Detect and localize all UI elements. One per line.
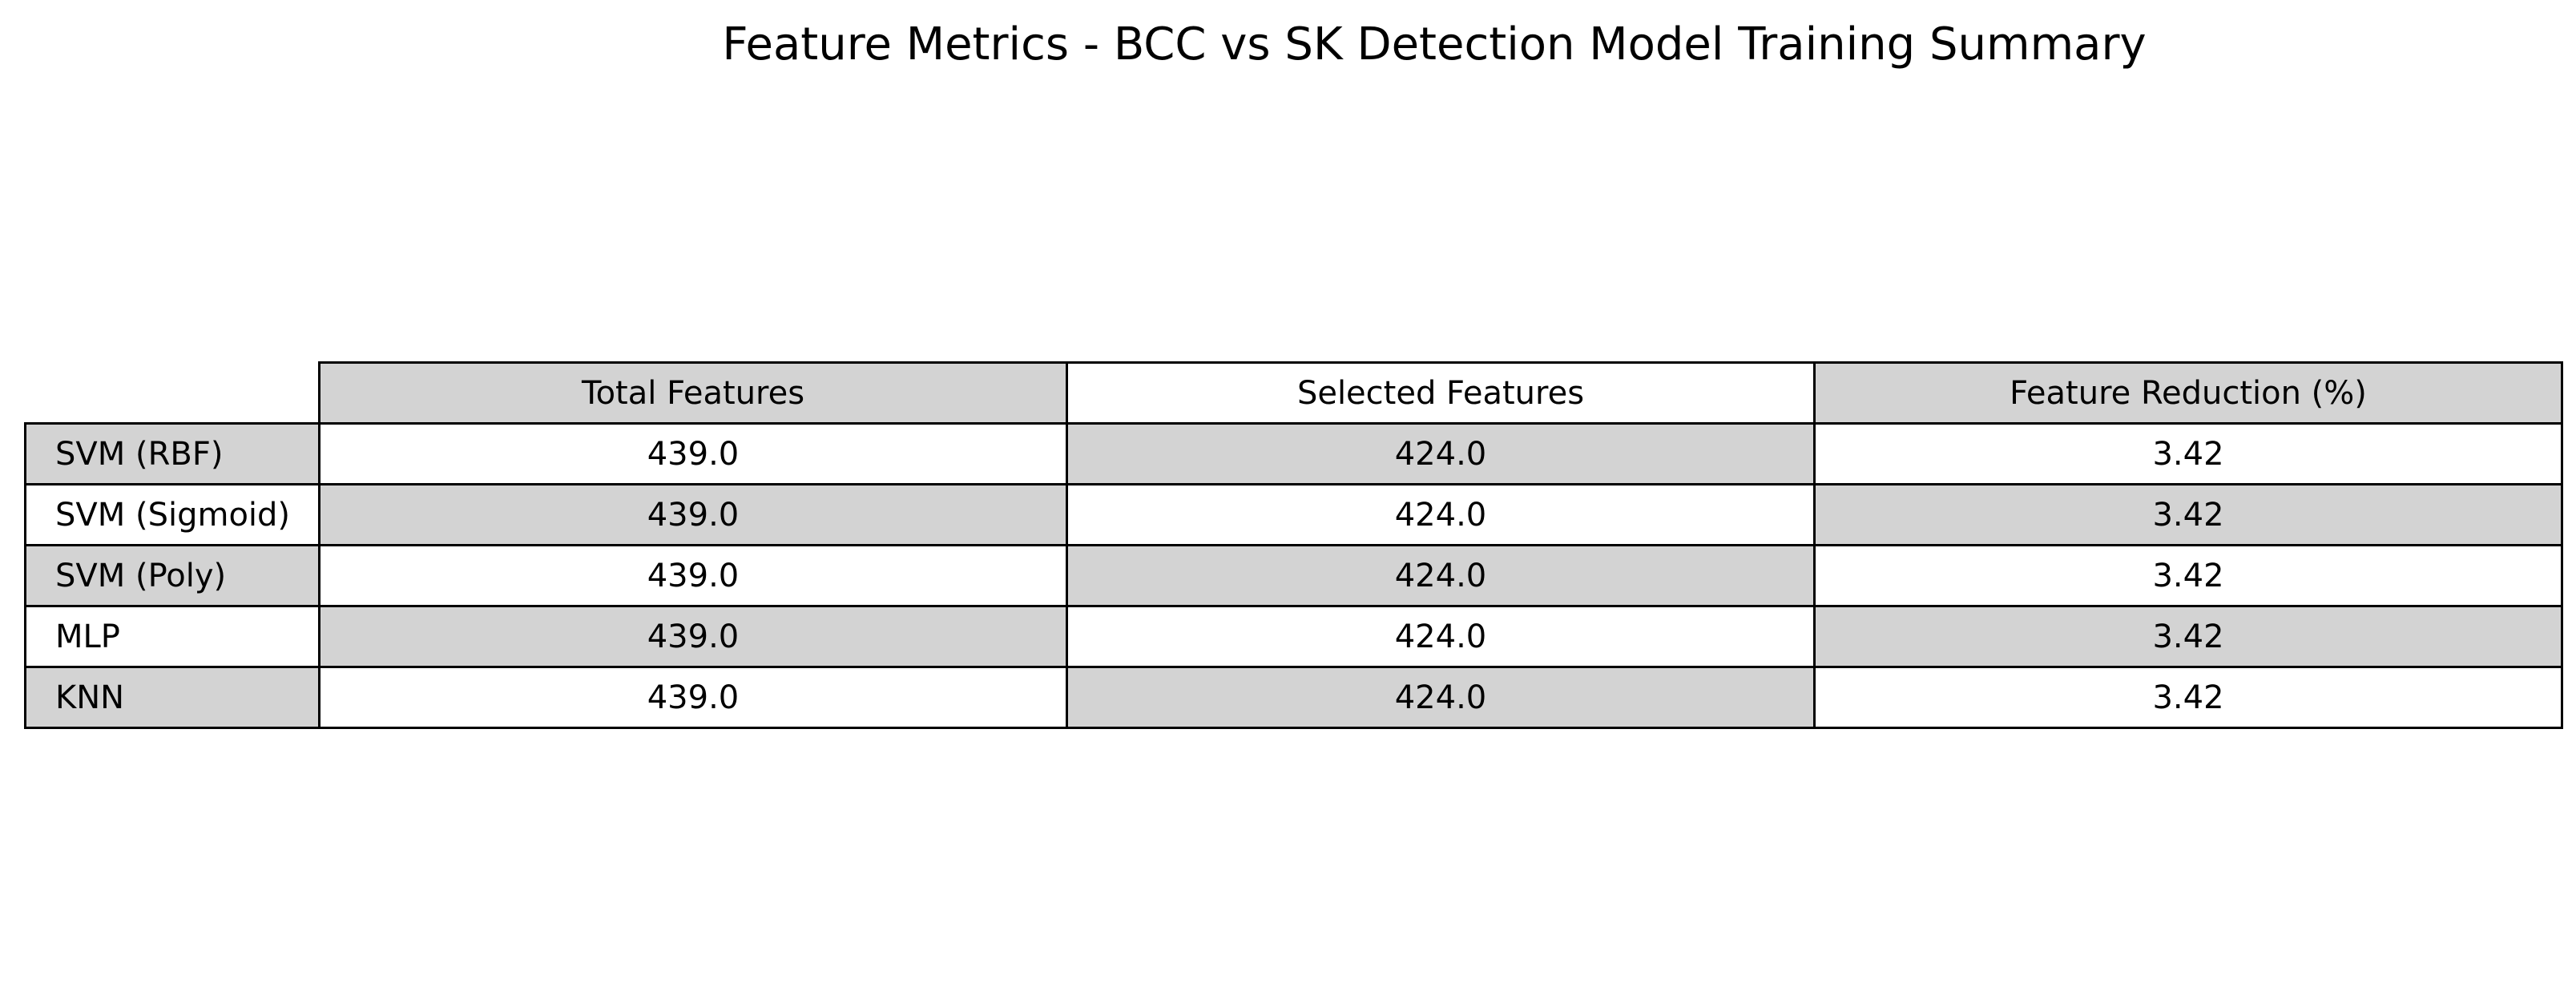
table-cell: 424.0 [1066, 544, 1816, 607]
table-row: MLP 439.0 424.0 3.42 [24, 605, 2563, 668]
table-cell: 439.0 [318, 605, 1068, 668]
table-cell: 439.0 [318, 483, 1068, 546]
table-cell: 3.42 [1813, 666, 2563, 729]
table-cell: 3.42 [1813, 422, 2563, 485]
table-cell: 424.0 [1066, 605, 1816, 668]
table-cell: 439.0 [318, 422, 1068, 485]
row-label: SVM (RBF) [24, 422, 320, 485]
table-cell: 3.42 [1813, 605, 2563, 668]
table-cell: 424.0 [1066, 422, 1816, 485]
header-row: Total Features Selected Features Feature… [26, 361, 2563, 425]
table-row: KNN 439.0 424.0 3.42 [24, 666, 2563, 729]
metrics-table: Total Features Selected Features Feature… [24, 361, 2563, 729]
row-label: MLP [24, 605, 320, 668]
column-header-feature-reduction: Feature Reduction (%) [1813, 361, 2563, 425]
table-cell: 439.0 [318, 666, 1068, 729]
table-cell: 424.0 [1066, 483, 1816, 546]
row-label: SVM (Poly) [24, 544, 320, 607]
table-row: SVM (Poly) 439.0 424.0 3.42 [24, 544, 2563, 607]
column-header-total-features: Total Features [318, 361, 1068, 425]
table-cell: 3.42 [1813, 483, 2563, 546]
column-header-selected-features: Selected Features [1066, 361, 1816, 425]
row-label: KNN [24, 666, 320, 729]
table-cell: 439.0 [318, 544, 1068, 607]
table-row: SVM (Sigmoid) 439.0 424.0 3.42 [24, 483, 2563, 546]
row-label: SVM (Sigmoid) [24, 483, 320, 546]
corner-cell [26, 363, 320, 424]
chart-title: Feature Metrics - BCC vs SK Detection Mo… [722, 18, 2147, 71]
table-cell: 424.0 [1066, 666, 1816, 729]
table-row: SVM (RBF) 439.0 424.0 3.42 [24, 422, 2563, 485]
table-cell: 3.42 [1813, 544, 2563, 607]
